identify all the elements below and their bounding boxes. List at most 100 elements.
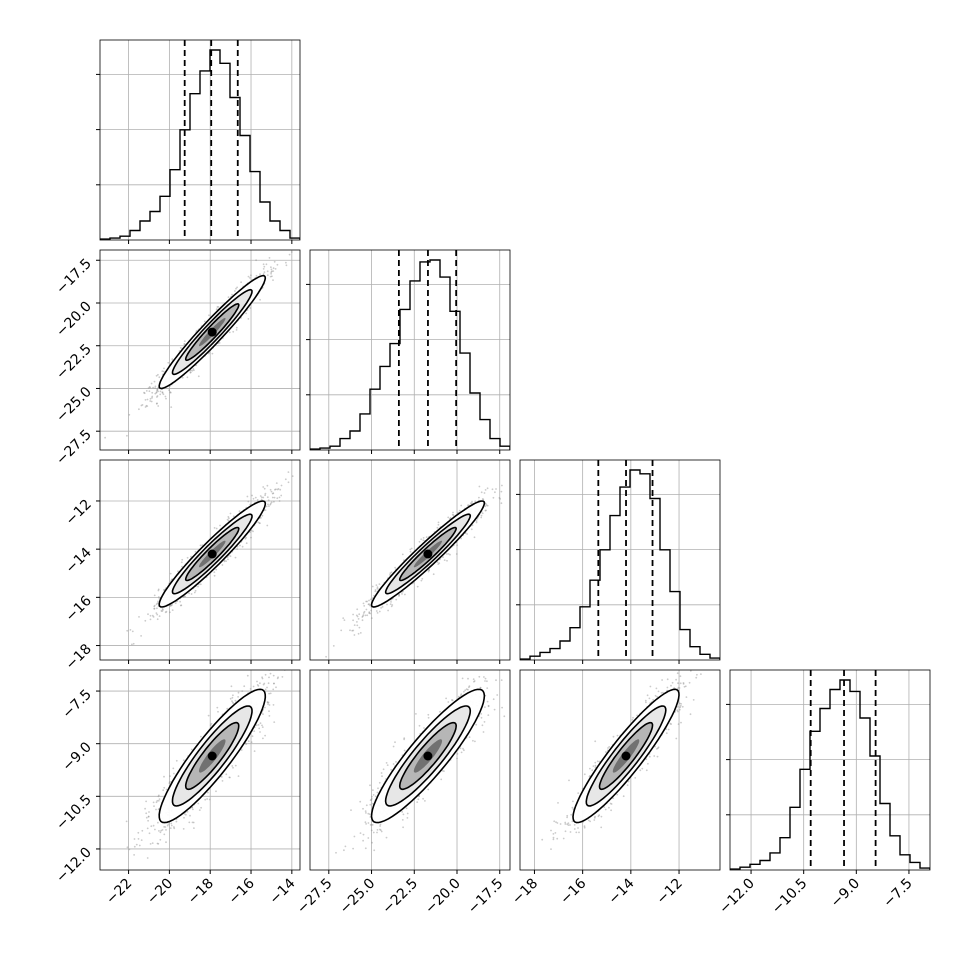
scatter-point — [254, 496, 257, 499]
scatter-point — [325, 655, 327, 658]
scatter-point — [285, 264, 288, 267]
scatter-point — [169, 604, 172, 607]
scatter-point — [147, 613, 149, 616]
scatter-point — [156, 389, 159, 392]
scatter-point — [249, 277, 251, 279]
scatter-point — [164, 611, 167, 614]
scatter-point — [157, 405, 160, 407]
scatter-point — [159, 831, 162, 834]
scatter-point — [401, 593, 403, 595]
scatter-point — [279, 488, 282, 491]
scatter-point — [259, 522, 261, 525]
scatter-point — [398, 594, 401, 596]
scatter-point — [217, 710, 219, 713]
scatter-point — [250, 274, 252, 277]
contour-line — [171, 288, 253, 376]
scatter-point — [171, 604, 174, 606]
scatter-point — [232, 330, 235, 333]
scatter-point — [161, 391, 164, 394]
scatter-point — [480, 516, 483, 519]
scatter-point — [206, 798, 209, 800]
scatter-point — [368, 603, 370, 606]
scatter-point — [260, 517, 262, 519]
scatter-point — [153, 380, 156, 383]
scatter-point — [140, 404, 143, 407]
scatter-point — [255, 259, 257, 262]
scatter-point — [442, 556, 444, 559]
scatter-point — [271, 496, 274, 499]
scatter-point — [208, 798, 211, 801]
scatter-point — [467, 504, 469, 507]
scatter-point — [358, 613, 361, 616]
scatter-point — [223, 560, 226, 563]
scatter-point — [163, 367, 165, 370]
scatter-point — [203, 320, 206, 323]
scatter-point — [232, 694, 234, 697]
scatter-point — [420, 538, 423, 541]
scatter-point — [218, 342, 221, 344]
scatter-point — [128, 848, 131, 851]
scatter-point — [227, 519, 230, 522]
scatter-point — [269, 502, 272, 505]
scatter-point — [428, 569, 430, 571]
scatter-point — [140, 839, 143, 841]
scatter-point — [250, 529, 253, 532]
scatter-point — [361, 619, 364, 622]
scatter-point — [151, 614, 154, 617]
scatter-point — [188, 821, 191, 824]
scatter-point — [215, 308, 218, 311]
scatter-point — [357, 618, 360, 620]
scatter-point — [264, 688, 267, 691]
scatter-point — [352, 619, 354, 622]
scatter-point — [249, 531, 251, 533]
scatter-point — [366, 614, 369, 617]
scatter-point — [156, 396, 158, 398]
scatter-point — [271, 270, 273, 273]
scatter-point — [466, 533, 468, 535]
scatter-point — [143, 391, 145, 394]
scatter-point — [194, 589, 197, 592]
scatter-point — [437, 563, 440, 565]
scatter-point — [363, 610, 366, 613]
scatter-point — [475, 520, 478, 522]
scatter-point — [290, 251, 293, 253]
scatter-point — [149, 618, 152, 621]
scatter-point — [167, 361, 170, 364]
scatter-point — [175, 820, 178, 823]
scatter-point — [143, 392, 146, 395]
scatter-point — [272, 270, 275, 272]
scatter-point — [353, 634, 356, 636]
scatter-point — [264, 494, 266, 497]
scatter-point — [219, 524, 221, 527]
scatter-point — [367, 603, 370, 606]
scatter-point — [126, 434, 128, 437]
scatter-point — [145, 404, 148, 407]
scatter-point — [251, 494, 254, 497]
scatter-point — [133, 838, 136, 840]
scatter-point — [157, 589, 160, 592]
scatter-point — [156, 607, 158, 610]
scatter-point — [284, 478, 287, 481]
scatter-point — [183, 343, 186, 346]
scatter-point — [161, 608, 164, 610]
scatter-point — [380, 607, 382, 609]
scatter-point — [169, 391, 172, 394]
scatter-point — [365, 608, 368, 611]
scatter-point — [460, 504, 463, 507]
scatter-point — [376, 587, 379, 590]
scatter-point — [161, 392, 164, 394]
scatter-point — [153, 607, 156, 610]
contour-line — [184, 302, 240, 362]
scatter-point — [247, 500, 250, 503]
scatter-point — [366, 600, 368, 603]
scatter-point — [398, 595, 400, 597]
scatter-point — [148, 390, 151, 393]
scatter-point — [153, 607, 156, 610]
scatter-point — [128, 413, 131, 416]
scatter-point — [264, 673, 267, 676]
scatter-point — [451, 513, 454, 516]
scatter-point — [249, 503, 252, 506]
scatter-point — [267, 682, 270, 685]
scatter-point — [241, 690, 244, 692]
scatter-point — [394, 566, 396, 569]
